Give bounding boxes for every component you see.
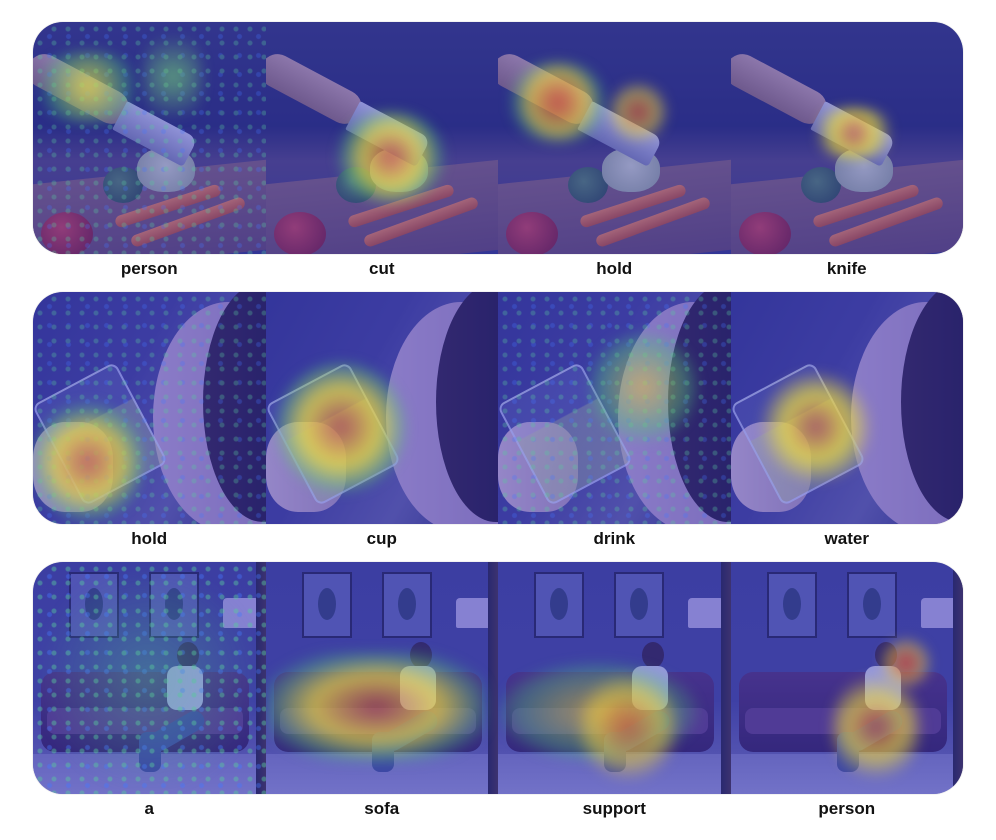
heatmap-panel-sofa (265, 562, 498, 794)
heatmap-panel-support (498, 562, 731, 794)
token-label: cup (366, 529, 397, 548)
image-strip-drinking (33, 292, 963, 524)
token-label: cut (369, 259, 395, 278)
row-living-room: a sofa support person (33, 562, 963, 824)
heatmap-panel-cup (265, 292, 498, 524)
token-label: sofa (364, 799, 400, 818)
heatmap-panel-a (33, 562, 266, 794)
heatmap-panel-cut (265, 22, 498, 254)
image-strip-kitchen (33, 22, 963, 254)
token-label: knife (826, 259, 867, 278)
row-drinking: hold cup drink water (33, 292, 963, 554)
heatmap-panel-water (730, 292, 963, 524)
token-label: person (120, 259, 178, 278)
label-row-living-room: a sofa support person (33, 794, 963, 824)
token-label: hold (131, 529, 168, 548)
token-label: support (582, 799, 646, 818)
label-row-drinking: hold cup drink water (33, 524, 963, 554)
image-strip-living-room (33, 562, 963, 794)
heatmap-panel-person (730, 562, 963, 794)
token-label: person (818, 799, 876, 818)
token-label: water (824, 529, 869, 548)
heatmap-panel-hold (33, 292, 266, 524)
heatmap-panel-knife (730, 22, 963, 254)
token-label: drink (593, 529, 636, 548)
heatmap-panel-hold (498, 22, 731, 254)
label-row-kitchen: person cut hold knife (33, 254, 963, 284)
token-label: a (144, 799, 154, 818)
heatmap-panel-drink (498, 292, 731, 524)
row-kitchen: person cut hold knife (33, 22, 963, 284)
token-label: hold (596, 259, 633, 278)
heatmap-panel-person (33, 22, 266, 254)
